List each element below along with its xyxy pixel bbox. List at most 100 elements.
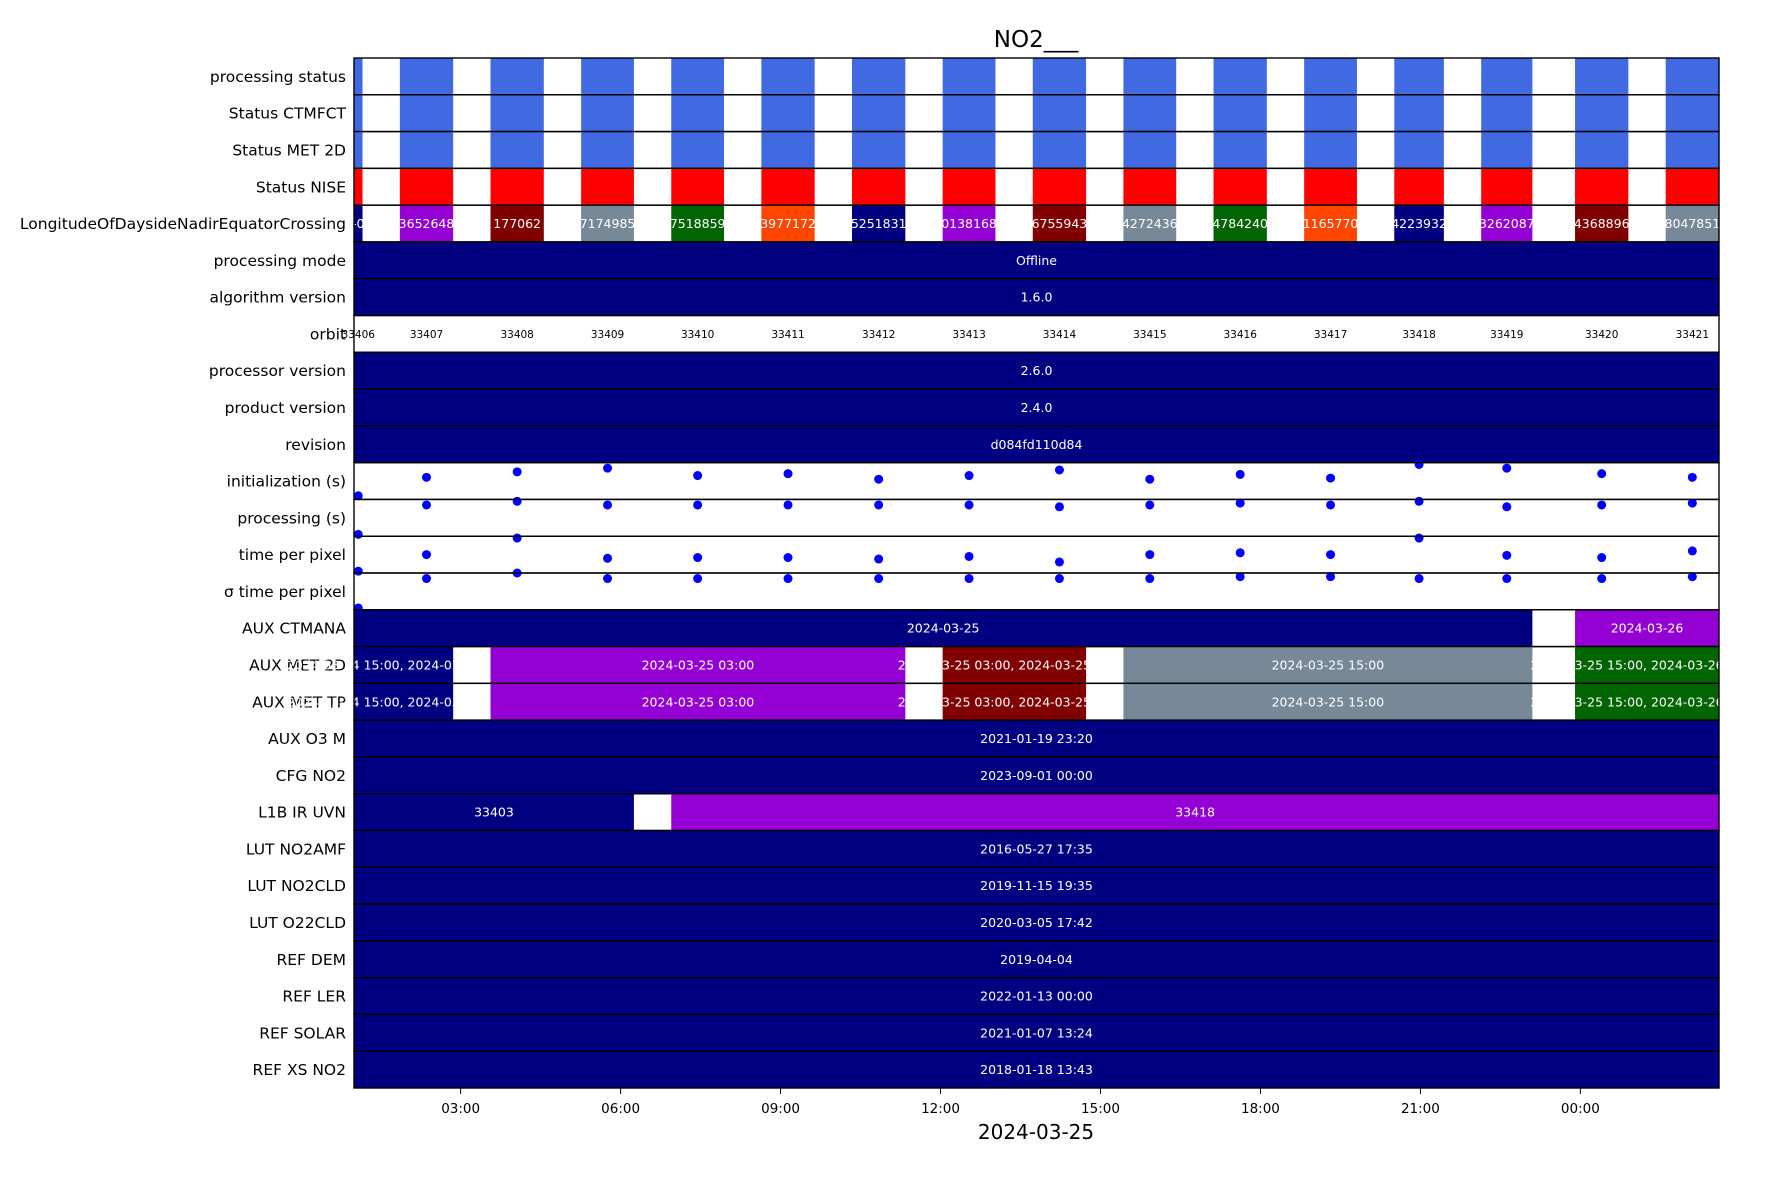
longitude-bar bbox=[671, 205, 725, 242]
orbit-label: 33415 bbox=[1133, 329, 1166, 341]
scatter-point bbox=[512, 467, 522, 477]
scatter-point bbox=[1687, 498, 1697, 508]
status-bar bbox=[1213, 58, 1267, 95]
status-bar bbox=[354, 58, 363, 95]
scatter-point bbox=[422, 500, 432, 510]
row-13: time per pixel bbox=[239, 533, 1720, 576]
scatter-point bbox=[422, 550, 432, 560]
span-bar bbox=[354, 278, 1719, 316]
row-20: L1B IR UVN 33403 33418 bbox=[258, 793, 1720, 832]
status-bar bbox=[581, 131, 634, 169]
scatter-point bbox=[1054, 574, 1064, 584]
status-bar bbox=[1665, 58, 1719, 95]
row-15: AUX CTMANA 2024-03-25 2024-03-26 bbox=[242, 609, 1720, 648]
scatter-point bbox=[422, 472, 432, 482]
longitude-bar bbox=[1481, 205, 1533, 242]
scatter-point bbox=[1235, 498, 1245, 508]
x-tick-label: 18:00 bbox=[1241, 1101, 1280, 1117]
scatter-point bbox=[1502, 502, 1512, 512]
row-label: L1B IR UVN bbox=[258, 804, 346, 822]
row-label: σ time per pixel bbox=[224, 583, 346, 601]
row-label: LUT NO2AMF bbox=[246, 840, 346, 858]
scatter-point bbox=[964, 471, 974, 481]
longitude-label: 0138168 bbox=[941, 216, 997, 231]
scatter-point bbox=[874, 554, 884, 564]
orbit-label: 33409 bbox=[591, 329, 624, 341]
scatter-point bbox=[353, 491, 363, 501]
orbit-label: 33407 bbox=[410, 329, 443, 341]
status-bar bbox=[1213, 94, 1267, 132]
status-bar bbox=[354, 168, 363, 206]
status-bar bbox=[1032, 58, 1087, 95]
status-bar bbox=[671, 131, 725, 169]
row-label: LongitudeOfDaysideNadirEquatorCrossing bbox=[20, 215, 346, 233]
status-bar bbox=[852, 94, 906, 132]
status-bar bbox=[852, 168, 906, 206]
longitude-label: 3262087 bbox=[1479, 216, 1535, 231]
scatter-point bbox=[1597, 469, 1607, 479]
longitude-bar bbox=[942, 205, 996, 242]
scatter-point bbox=[1414, 496, 1424, 506]
span-bar bbox=[490, 683, 906, 721]
scatter-point bbox=[1326, 473, 1336, 483]
scatter-point bbox=[874, 474, 884, 484]
orbit-label: 33414 bbox=[1043, 329, 1077, 341]
status-bar bbox=[581, 168, 634, 206]
span-label: 2024-03-24 15:00, 2024-03-25 03:00 bbox=[287, 657, 520, 672]
span-label: 33418 bbox=[1175, 805, 1215, 820]
span-bar bbox=[354, 720, 1719, 757]
status-bar bbox=[1394, 168, 1444, 206]
status-bar bbox=[1575, 94, 1629, 132]
span-label: 2024-03-24 15:00, 2024-03-25 03:00 bbox=[287, 694, 520, 709]
span-label: 33403 bbox=[474, 805, 514, 820]
scatter-point bbox=[1502, 550, 1512, 560]
scatter-point bbox=[603, 574, 613, 584]
row-label: processor version bbox=[209, 362, 346, 380]
status-bar bbox=[581, 58, 634, 95]
span-label: 2024-03-25 15:00, 2024-03-26 03:00 bbox=[1530, 657, 1763, 672]
row-5: processing mode Offline bbox=[214, 241, 1720, 280]
scatter-point bbox=[1235, 469, 1245, 479]
orbit-label: 33418 bbox=[1402, 329, 1435, 341]
span-bar bbox=[354, 830, 1719, 868]
longitude-bar bbox=[581, 205, 634, 242]
longitude-bar bbox=[490, 205, 544, 242]
row-26: REF SOLAR 2021-01-07 13:24 bbox=[259, 1013, 1720, 1052]
row-27: REF XS NO2 2018-01-18 13:43 bbox=[253, 1050, 1720, 1089]
longitude-label: 5251831 bbox=[851, 216, 907, 231]
row-8: processor version 2.6.0 bbox=[209, 351, 1720, 390]
scatter-point bbox=[1326, 500, 1336, 510]
longitude-label: 3977172 bbox=[760, 216, 816, 231]
x-tick-label: 12:00 bbox=[921, 1101, 960, 1117]
longitude-label: 1165770 bbox=[1303, 216, 1359, 231]
x-tick-label: 21:00 bbox=[1401, 1101, 1440, 1117]
span-bar bbox=[354, 756, 1719, 794]
scatter-point bbox=[603, 463, 613, 473]
scatter-point bbox=[693, 500, 703, 510]
status-bar bbox=[671, 168, 725, 206]
longitude-bar bbox=[1575, 205, 1629, 242]
scatter-point bbox=[783, 469, 793, 479]
status-bar bbox=[1394, 131, 1444, 169]
scatter-point bbox=[693, 574, 703, 584]
longitude-label: 4784240 bbox=[1212, 216, 1268, 231]
row-23: LUT O22CLD 2020-03-05 17:42 bbox=[249, 903, 1720, 942]
span-bar bbox=[671, 793, 1719, 831]
longitude-bar bbox=[399, 205, 454, 242]
scatter-point bbox=[1145, 500, 1155, 510]
scatter-point bbox=[353, 566, 363, 576]
scatter-point bbox=[1326, 572, 1336, 582]
status-bar bbox=[1304, 58, 1357, 95]
orbit-label: 33421 bbox=[1676, 329, 1709, 341]
status-bar bbox=[1481, 168, 1533, 206]
scatter-point bbox=[874, 574, 884, 584]
span-label: 2024-03-25 03:00, 2024-03-25 15:00 bbox=[898, 657, 1131, 672]
row-label: LUT NO2CLD bbox=[247, 877, 346, 895]
longitude-label: 8047851 bbox=[1665, 216, 1721, 231]
row-21: LUT NO2AMF 2016-05-27 17:35 bbox=[246, 829, 1720, 868]
row-14: σ time per pixel bbox=[224, 568, 1720, 613]
row-2: Status MET 2D bbox=[232, 130, 1720, 170]
span-bar bbox=[1123, 646, 1533, 684]
